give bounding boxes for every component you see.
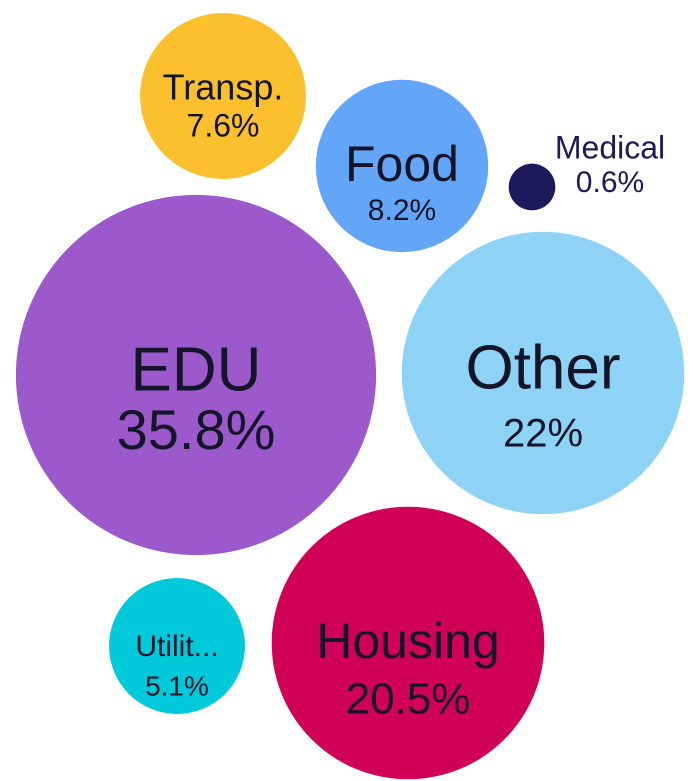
bubble-label: Medical xyxy=(555,129,665,165)
value-label: 5.1% xyxy=(145,670,209,701)
bubble-label: Food xyxy=(345,136,459,192)
bubble xyxy=(401,231,685,515)
bubble-label: EDU xyxy=(131,335,262,404)
value-label: 20.5% xyxy=(346,675,471,724)
value-label: 22% xyxy=(503,412,583,456)
value-label: 8.2% xyxy=(368,194,436,227)
bubble xyxy=(140,13,306,179)
bubble xyxy=(271,506,545,780)
bubble xyxy=(315,79,489,253)
bubble-label: Other xyxy=(465,333,620,402)
bubble xyxy=(15,194,377,556)
bubble-label: Transp. xyxy=(163,67,284,108)
value-label: 35.8% xyxy=(117,398,276,461)
value-label: 0.6% xyxy=(576,166,644,199)
value-label: 7.6% xyxy=(187,107,260,143)
bubble-label: Utilit... xyxy=(135,630,218,663)
bubble xyxy=(508,163,556,211)
bubble xyxy=(109,578,245,714)
bubble-label: Housing xyxy=(316,613,499,669)
